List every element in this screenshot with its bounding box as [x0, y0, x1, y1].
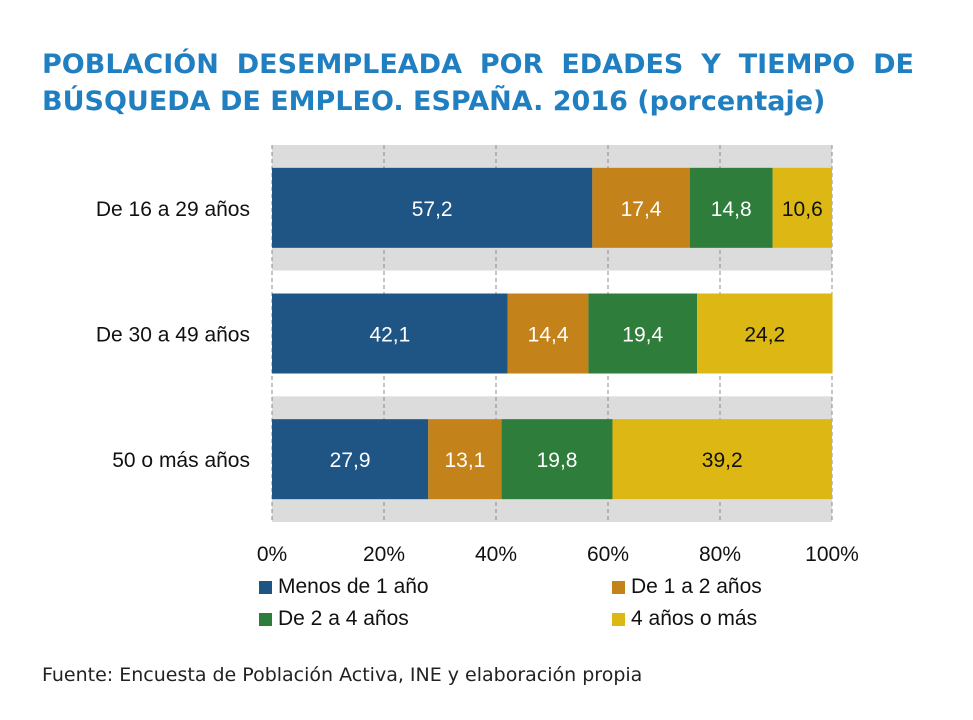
y-axis-labels: De 16 a 29 años De 30 a 49 años 50 o más a…	[96, 198, 250, 472]
bar-value-label: 42,1	[369, 324, 410, 347]
legend: Menos de 1 año De 1 a 2 años De 2 a 4 años…	[259, 575, 762, 630]
bars-group: 57,2 17,4 14,8 10,6 42,1 14,4 19,4 24,2 27,9 13,1…	[272, 167, 833, 500]
bar-segment	[697, 293, 833, 374]
legend-swatch	[259, 581, 272, 594]
category-label: De 30 a 49 años	[96, 324, 250, 347]
bar-value-label: 14,8	[711, 198, 752, 221]
category-label: De 16 a 29 años	[96, 198, 250, 221]
x-tick-label: 80%	[699, 543, 741, 566]
legend-swatch	[612, 613, 625, 626]
bar-segment	[428, 419, 502, 500]
x-tick-label: 0%	[257, 543, 287, 566]
legend-swatch	[612, 581, 625, 594]
x-axis-ticks: 0% 20% 40% 60% 80% 100%	[257, 543, 859, 566]
legend-label: 4 años o más	[631, 607, 757, 630]
bar-segment	[592, 167, 690, 248]
bar-value-label: 14,4	[528, 324, 569, 347]
legend-label: De 2 a 4 años	[278, 607, 409, 630]
bar-segment	[588, 293, 698, 374]
x-tick-label: 40%	[475, 543, 517, 566]
bar-segment	[272, 293, 508, 374]
bar-value-label: 57,2	[412, 198, 453, 221]
stacked-bar-chart: 57,2 17,4 14,8 10,6 42,1 14,4 19,4 24,2 27,9 13,1…	[96, 145, 859, 630]
bar-segment	[689, 167, 773, 248]
bar-value-label: 39,2	[702, 449, 743, 472]
legend-label: De 1 a 2 años	[631, 575, 762, 598]
bar-segment	[501, 419, 613, 500]
bar-segment	[772, 167, 832, 248]
bar-value-label: 13,1	[444, 449, 485, 472]
x-tick-label: 60%	[587, 543, 629, 566]
chart-title: POBLACIÓN DESEMPLEADA POR EDADES Y TIEMP…	[42, 49, 914, 117]
bar-segment	[272, 419, 429, 500]
bar-value-label: 24,2	[744, 324, 785, 347]
legend-swatch	[259, 613, 272, 626]
bar-value-label: 19,8	[537, 449, 578, 472]
bar-value-label: 27,9	[330, 449, 371, 472]
bar-segment	[507, 293, 589, 374]
category-label: 50 o más años	[112, 449, 250, 472]
x-tick-label: 100%	[805, 543, 859, 566]
bar-segment	[612, 419, 832, 500]
x-tick-label: 20%	[363, 543, 405, 566]
bar-value-label: 10,6	[782, 198, 823, 221]
bar-value-label: 17,4	[621, 198, 662, 221]
source-note: Fuente: Encuesta de Población Activa, IN…	[42, 664, 643, 686]
legend-label: Menos de 1 año	[278, 575, 429, 598]
bar-segment	[272, 167, 593, 248]
bar-value-label: 19,4	[622, 324, 663, 347]
